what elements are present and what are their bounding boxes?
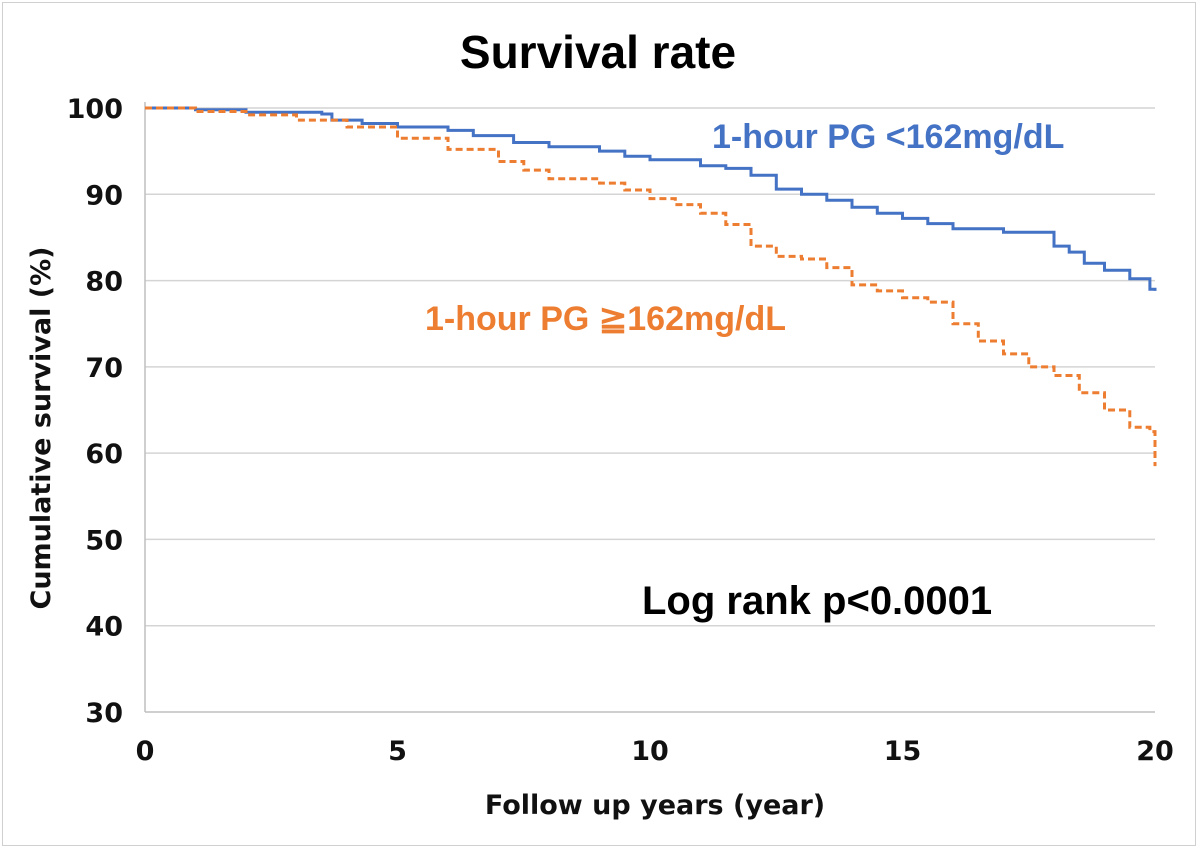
y-tick-label: 60 (85, 439, 123, 470)
y-tick-label: 70 (85, 353, 123, 384)
survival-curve-low-pg (145, 106, 1157, 291)
x-tick-label: 0 (136, 736, 155, 767)
survival-curve-high-pg (145, 106, 1157, 467)
y-tick-label: 40 (85, 612, 123, 643)
series-label-low-pg: 1-hour PG <162mg/dL (712, 118, 1064, 156)
y-tick-label: 80 (85, 267, 123, 298)
y-tick-label: 30 (85, 698, 123, 729)
log-rank-annotation: Log rank p<0.0001 (642, 579, 992, 623)
y-tick-label: 90 (85, 180, 123, 211)
x-tick-label: 20 (1136, 736, 1174, 767)
chart-title: Survival rate (460, 26, 736, 78)
axes (144, 102, 1155, 713)
y-tick-label: 100 (67, 94, 123, 125)
y-axis-ticks: 30 40 50 60 70 80 90 100 (67, 94, 123, 729)
series-lines (145, 106, 1157, 467)
y-tick-label: 50 (85, 525, 123, 556)
x-tick-label: 15 (884, 736, 922, 767)
x-tick-label: 10 (631, 736, 669, 767)
x-axis-ticks: 0 5 10 15 20 (136, 736, 1174, 767)
grid-lines (145, 107, 1155, 627)
x-tick-label: 5 (388, 736, 407, 767)
y-axis-label: Cumulative survival (%) (26, 246, 57, 609)
x-axis-label: Follow up years (year) (485, 790, 825, 821)
series-label-high-pg: 1-hour PG ≧162mg/dL (425, 300, 786, 338)
